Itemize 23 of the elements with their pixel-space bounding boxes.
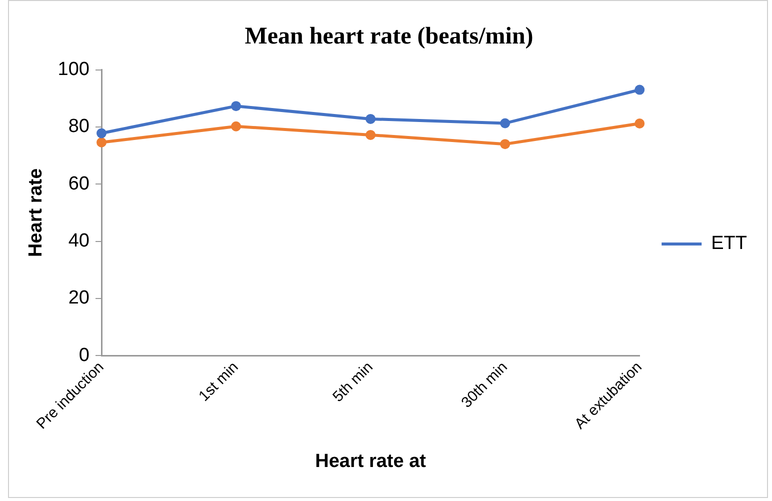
x-axis-title: Heart rate at: [315, 450, 427, 472]
point: [634, 84, 645, 95]
y-tick-label: 80: [68, 116, 90, 138]
point: [500, 118, 510, 128]
point: [96, 128, 106, 138]
point: [500, 139, 510, 150]
point: [634, 118, 645, 129]
x-tick-label: 1st min: [196, 358, 242, 405]
y-tick-label: 0: [78, 344, 90, 366]
point: [366, 130, 376, 140]
y-tick-label: 100: [58, 59, 90, 80]
chart-title: Mean heart rate (beats/min): [244, 24, 534, 50]
point: [231, 101, 242, 112]
legend-label: ETT: [711, 233, 748, 254]
y-tick-label: 40: [68, 230, 90, 252]
y-axis-title: Heart rate: [26, 168, 47, 258]
x-tick-label: 30th min: [458, 358, 511, 412]
y-tick-label: 20: [68, 288, 90, 309]
x-tick-label: 5th min: [330, 358, 376, 406]
point: [96, 137, 106, 148]
point: [366, 114, 376, 124]
point: [231, 121, 242, 132]
y-tick-label: 60: [68, 173, 90, 194]
